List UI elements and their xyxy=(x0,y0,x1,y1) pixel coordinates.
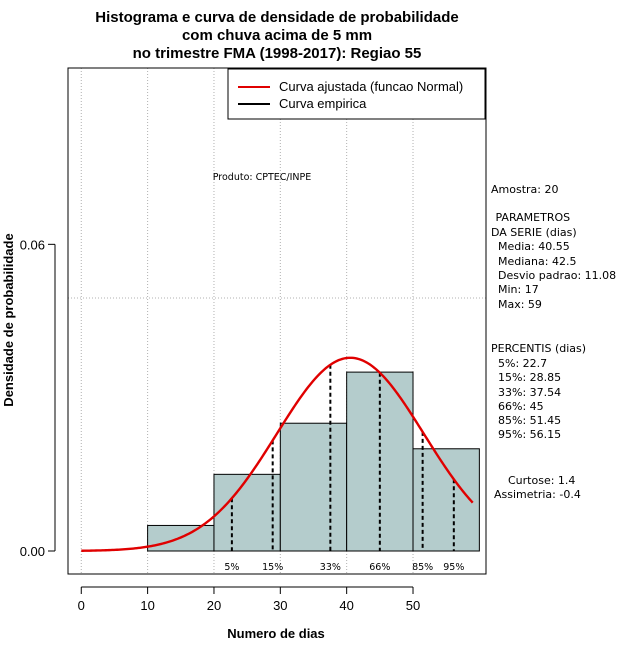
title-line-1: Histograma e curva de densidade de proba… xyxy=(95,9,458,26)
x-tick-label: 20 xyxy=(207,598,221,613)
percentile-label: 85% xyxy=(412,562,433,573)
stat-p5: 5%: 22.7 xyxy=(491,357,547,370)
title-line-3: no trimestre FMA (1998-2017): Regiao 55 xyxy=(133,45,422,62)
x-axis: 0 10 20 30 40 50 xyxy=(78,586,420,613)
stat-desvio: Desvio padrao: 11.08 xyxy=(491,269,616,282)
y-axis-label: Densidade de probabilidade xyxy=(1,233,16,406)
stat-amostra: Amostra: 20 xyxy=(491,183,558,196)
y-axis: 0.00 0.06 xyxy=(20,237,56,559)
x-tick-label: 50 xyxy=(406,598,420,613)
fitted-curve-line xyxy=(81,356,474,552)
stat-min: Min: 17 xyxy=(491,283,539,296)
stat-media: Media: 40.55 xyxy=(491,240,570,253)
chart-title: Histograma e curva de densidade de proba… xyxy=(95,9,458,62)
stat-parametros-title-2: DA SERIE (dias) xyxy=(491,226,577,239)
stat-mediana: Mediana: 42.5 xyxy=(491,255,576,268)
stat-p85: 85%: 51.45 xyxy=(491,414,561,427)
title-line-2: com chuva acima de 5 mm xyxy=(182,27,372,44)
stat-p66: 66%: 45 xyxy=(491,400,544,413)
x-tick-label: 30 xyxy=(273,598,287,613)
y-tick-label: 0.06 xyxy=(20,237,45,252)
legend-label-empirical: Curva empirica xyxy=(279,96,367,111)
legend: Curva ajustada (funcao Normal) Curva emp… xyxy=(227,68,486,120)
percentile-label: 95% xyxy=(443,562,464,573)
histogram-bar xyxy=(346,371,414,552)
stat-p15: 15%: 28.85 xyxy=(491,371,561,384)
stat-parametros-title-1: PARAMETROS xyxy=(492,211,570,224)
percentile-lines: 5% 15% 33% 66% 85% 95% xyxy=(224,364,464,573)
histogram-bars xyxy=(147,371,480,552)
grid xyxy=(68,68,486,574)
plot-frame xyxy=(67,67,487,575)
histogram-bar xyxy=(213,473,281,552)
histogram-bar xyxy=(279,422,348,552)
stat-p95: 95%: 56.15 xyxy=(491,428,561,441)
product-annotation: Produto: CPTEC/INPE xyxy=(213,172,312,183)
y-tick-label: 0.00 xyxy=(20,544,45,559)
histogram-bar xyxy=(412,448,480,552)
percentile-label: 66% xyxy=(369,562,390,573)
stat-max: Max: 59 xyxy=(491,298,542,311)
percentile-label: 15% xyxy=(262,562,283,573)
stat-percentis-title: PERCENTIS (dias) xyxy=(491,342,586,355)
legend-box xyxy=(227,68,486,120)
fitted-curve xyxy=(81,356,474,552)
stats-panel: Amostra: 20 PARAMETROS DA SERIE (dias) M… xyxy=(491,183,616,501)
x-tick-label: 40 xyxy=(339,598,353,613)
legend-label-fitted: Curva ajustada (funcao Normal) xyxy=(279,79,463,94)
percentile-label: 33% xyxy=(320,562,341,573)
percentile-label: 5% xyxy=(224,562,239,573)
x-tick-label: 10 xyxy=(140,598,154,613)
stat-curtose: Curtose: 1.4 xyxy=(508,474,575,487)
stat-p33: 33%: 37.54 xyxy=(491,386,561,399)
x-axis-label: Numero de dias xyxy=(227,626,325,641)
stat-assimetria: Assimetria: -0.4 xyxy=(494,488,581,501)
x-tick-label: 0 xyxy=(78,598,85,613)
